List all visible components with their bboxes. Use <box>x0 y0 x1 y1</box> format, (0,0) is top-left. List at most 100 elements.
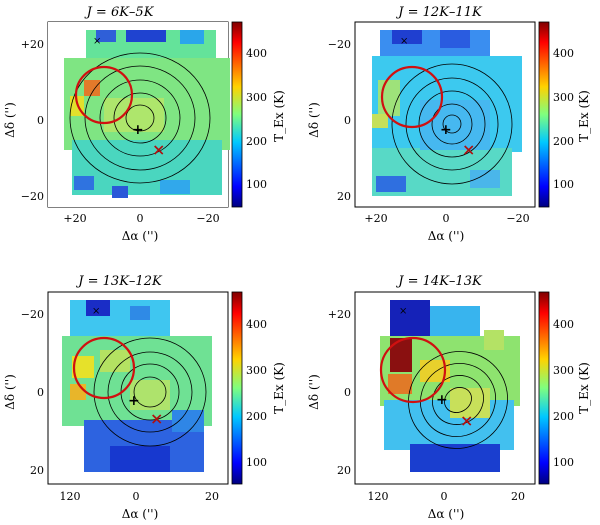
panel-4-cb-tick-300: 300 <box>553 364 574 377</box>
panel-1-x-ticks: +20 0 −20 <box>63 212 219 225</box>
panel-3-plus-marker: + <box>128 393 140 409</box>
panel-3-beam-circle <box>72 336 136 400</box>
panel-1-y-tick-1: +20 <box>21 38 44 51</box>
panel-1-contours <box>69 52 211 184</box>
panel-1-colorbar <box>231 21 243 208</box>
panel-3-small-cross: × <box>92 306 100 317</box>
panel-3-y-tick-2: 0 <box>37 386 44 399</box>
panel-1-cb-tick-200: 200 <box>246 135 267 148</box>
panel-4-y-tick-1: +20 <box>328 308 351 321</box>
panel-3-x-tick-1: 120 <box>60 490 81 503</box>
panel-1-y-ticks: +20 0 −20 <box>21 38 44 203</box>
panel-4-y-tick-2: 0 <box>344 386 351 399</box>
panel-2-y-label: Δδ ('') <box>307 102 321 138</box>
panel-3-cb-tick-200: 200 <box>246 410 267 423</box>
panel-4-x-ticks: 120 0 20 <box>368 490 526 503</box>
panel-2-x-label: Δα ('') <box>428 229 465 243</box>
panel-1-colorbar-ticks: 100 200 300 400 <box>246 47 267 191</box>
panel-2-y-tick-3: 20 <box>337 190 351 203</box>
panel-2-colorbar-ticks: 100 200 300 400 <box>553 47 574 191</box>
panel-4-y-ticks: +20 0 20 <box>328 308 351 477</box>
panel-3-x-tick-3: 20 <box>205 490 219 503</box>
panel-2-y-tick-1: −20 <box>328 38 351 51</box>
panel-4-markers: × + × <box>399 306 473 430</box>
panel-4-x-tick-2: 0 <box>441 490 448 503</box>
panel-1-y-label: Δδ ('') <box>3 102 17 138</box>
panel-4-y-label: Δδ ('') <box>307 374 321 410</box>
panel-1-x-label: Δα ('') <box>122 229 159 243</box>
panel-1: J = 6K–5K × + × <box>3 5 286 243</box>
panel-3-cb-tick-300: 300 <box>246 364 267 377</box>
panel-2-contours <box>391 63 513 185</box>
panel-2-cb-tick-100: 100 <box>553 178 574 191</box>
panel-4-x-label: Δα ('') <box>428 507 465 521</box>
panel-1-red-cross: × <box>152 140 165 159</box>
panel-4-plus-marker: + <box>436 392 448 408</box>
panel-1-cb-tick-400: 400 <box>246 47 267 60</box>
panel-2-plus-marker: + <box>440 122 452 138</box>
panel-2-colorbar <box>538 21 550 208</box>
panel-3-red-cross: × <box>150 409 163 428</box>
panel-4-red-cross: × <box>460 411 473 430</box>
panel-2-beam-circle <box>380 65 444 129</box>
panel-1-plus-marker: + <box>132 122 144 138</box>
panel-2-heatmap <box>372 30 522 196</box>
panel-1-y-tick-2: 0 <box>37 114 44 127</box>
panel-3-title: J = 13K–12K <box>75 274 163 289</box>
panel-2-y-tick-2: 0 <box>344 114 351 127</box>
panel-2-small-cross: × <box>400 36 408 47</box>
panel-4-heatmap <box>380 300 520 472</box>
panel-2-cb-tick-400: 400 <box>553 47 574 60</box>
panel-3-x-ticks: 120 0 20 <box>60 490 220 503</box>
panel-4-small-cross: × <box>399 306 407 317</box>
panel-1-x-tick-3: −20 <box>196 212 219 225</box>
panel-2-x-tick-1: +20 <box>364 212 387 225</box>
panel-2-cb-tick-200: 200 <box>553 135 574 148</box>
panel-4-cb-tick-200: 200 <box>553 410 574 423</box>
panel-4-colorbar <box>538 291 550 485</box>
panel-4-colorbar-ticks: 100 200 300 400 <box>553 318 574 469</box>
panel-4-x-tick-1: 120 <box>368 490 389 503</box>
panel-1-title: J = 6K–5K <box>84 5 155 20</box>
panel-1-y-tick-3: −20 <box>21 190 44 203</box>
panel-3-colorbar-ticks: 100 200 300 400 <box>246 318 267 469</box>
panel-1-small-cross: × <box>93 36 101 47</box>
panel-2-y-ticks: −20 0 20 <box>328 38 351 203</box>
panel-4-title: J = 14K–13K <box>395 274 483 289</box>
panel-4-contours <box>408 351 508 449</box>
panel-3-y-tick-1: −20 <box>21 308 44 321</box>
panel-3-colorbar <box>231 291 243 485</box>
panel-3-y-tick-3: 20 <box>30 464 44 477</box>
panel-3-y-label: Δδ ('') <box>3 374 17 410</box>
panel-4-colorbar-label: T_Ex (K) <box>577 362 591 414</box>
panel-2-x-tick-3: −20 <box>506 212 529 225</box>
panel-1-cb-tick-300: 300 <box>246 91 267 104</box>
panel-1-cb-tick-100: 100 <box>246 178 267 191</box>
panel-4-cb-tick-100: 100 <box>553 456 574 469</box>
panel-1-beam-circle <box>74 65 134 125</box>
panel-4-x-tick-3: 20 <box>511 490 525 503</box>
panel-2-colorbar-label: T_Ex (K) <box>577 90 591 142</box>
panel-2-x-tick-2: 0 <box>443 212 450 225</box>
panel-3: J = 13K–12K × + × 120 <box>3 274 286 521</box>
panel-1-heatmap <box>48 22 230 207</box>
panel-2: J = 12K–11K × + × +20 <box>307 5 591 243</box>
panel-4-cb-tick-400: 400 <box>553 318 574 331</box>
panel-4-y-tick-3: 20 <box>337 464 351 477</box>
panel-4-beam-circle <box>379 336 447 404</box>
panel-2-x-ticks: +20 0 −20 <box>364 212 529 225</box>
panel-3-x-label: Δα ('') <box>122 507 159 521</box>
panel-3-cb-tick-400: 400 <box>246 318 267 331</box>
panel-3-cb-tick-100: 100 <box>246 456 267 469</box>
panel-2-markers: × + × <box>400 36 475 159</box>
panel-2-title: J = 12K–11K <box>395 5 483 20</box>
panel-2-cb-tick-300: 300 <box>553 91 574 104</box>
panel-1-colorbar-label: T_Ex (K) <box>272 90 286 142</box>
panel-1-x-tick-2: 0 <box>137 212 144 225</box>
panel-3-colorbar-label: T_Ex (K) <box>272 362 286 414</box>
panel-1-markers: × + × <box>93 36 165 159</box>
panel-3-markers: × + × <box>92 306 163 428</box>
panel-3-x-tick-2: 0 <box>133 490 140 503</box>
panel-4: J = 14K–13K × + × 120 0 <box>307 274 591 521</box>
